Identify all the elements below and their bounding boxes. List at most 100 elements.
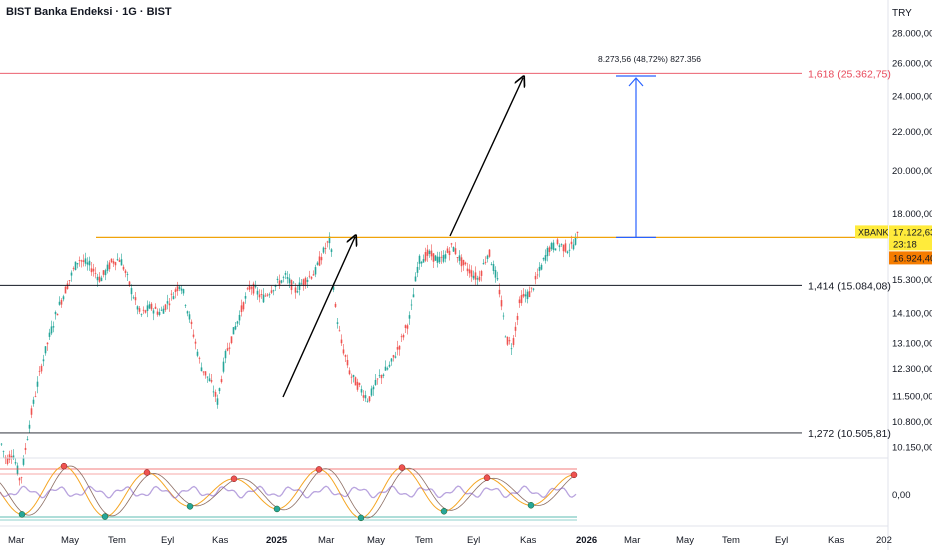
candle-body xyxy=(26,439,29,441)
candle-body xyxy=(64,286,67,294)
candle-body xyxy=(250,287,253,289)
candle-body xyxy=(18,478,21,481)
candle-body xyxy=(158,312,161,315)
x-tick-label: Eyl xyxy=(775,535,788,546)
candle-body xyxy=(534,275,537,280)
candle-body xyxy=(106,264,109,271)
candle-body xyxy=(220,379,223,383)
candle-body xyxy=(146,305,149,311)
candle-body xyxy=(342,349,345,354)
candle-body xyxy=(258,294,261,298)
candle-body xyxy=(354,377,357,386)
candle-body xyxy=(96,276,99,281)
candle-body xyxy=(524,294,527,297)
candle-body xyxy=(444,254,447,259)
candle-body xyxy=(522,293,525,297)
fib-level-label: 1,618 (25.362,75) xyxy=(808,68,891,80)
candle-body xyxy=(408,315,411,319)
y-tick-label: 28.000,00 xyxy=(892,29,932,40)
candle-body xyxy=(86,262,89,265)
y-tick-label: 10.800,00 xyxy=(892,417,932,428)
candle-body xyxy=(456,257,459,259)
candle-body xyxy=(84,258,87,264)
candle-body xyxy=(502,315,505,317)
candle-body xyxy=(560,244,563,245)
candle-body xyxy=(184,305,187,306)
candle-body xyxy=(2,450,5,452)
candle-body xyxy=(12,455,15,459)
candle-body xyxy=(490,264,493,266)
candle-body xyxy=(340,339,343,344)
x-tick-label: Mar xyxy=(624,535,640,546)
candle-body xyxy=(398,345,401,350)
x-tick-label: Kas xyxy=(520,535,537,546)
candle-body xyxy=(322,247,325,253)
candle-body xyxy=(50,326,53,334)
candle-body xyxy=(300,283,303,285)
candle-body xyxy=(80,260,83,262)
candle-body xyxy=(436,256,439,263)
candle-body xyxy=(318,256,321,266)
candle-body xyxy=(404,325,407,329)
candle-body xyxy=(416,266,419,273)
symbol-name: XBANK xyxy=(858,227,889,237)
candle-body xyxy=(568,249,571,251)
candle-body xyxy=(356,381,359,390)
candle-body xyxy=(198,357,201,359)
y-tick-label: 12.300,00 xyxy=(892,364,932,375)
candle-body xyxy=(494,270,497,278)
candle-body xyxy=(194,341,197,344)
x-tick-label: Eyl xyxy=(161,535,174,546)
candle-body xyxy=(488,249,491,257)
measure-label: 8.273,56 (48,72%) 827.356 xyxy=(598,54,701,64)
y-tick-label: 24.000,00 xyxy=(892,91,932,102)
candle-body xyxy=(512,338,515,345)
candle-body xyxy=(344,355,347,357)
candle-body xyxy=(542,258,545,260)
candle-body xyxy=(150,303,153,310)
candle-body xyxy=(412,294,415,298)
candle-body xyxy=(486,255,489,259)
osc-signal-dot xyxy=(398,464,406,471)
candle-body xyxy=(8,454,11,460)
candle-body xyxy=(248,285,251,290)
candle-body xyxy=(92,268,95,272)
candle-body xyxy=(28,424,31,429)
candle-body xyxy=(450,243,453,245)
candle-body xyxy=(172,296,175,300)
candle-body xyxy=(474,272,477,280)
candle-body xyxy=(186,311,189,314)
candle-body xyxy=(570,241,573,245)
candle-body xyxy=(132,297,135,299)
candles xyxy=(0,231,579,486)
candle-body xyxy=(130,288,133,295)
last-price: 16.924,40 xyxy=(893,253,932,264)
candle-body xyxy=(386,368,389,370)
candle-body xyxy=(532,288,535,290)
candle-body xyxy=(526,291,529,300)
candle-body xyxy=(406,325,409,329)
candle-body xyxy=(166,301,169,304)
x-tick-label: Kas xyxy=(212,535,229,546)
candle-body xyxy=(348,370,351,375)
candle-body xyxy=(126,274,129,275)
candle-body xyxy=(330,249,333,252)
candle-body xyxy=(124,270,127,274)
osc-line-slow xyxy=(0,465,577,519)
candle-body xyxy=(430,250,433,257)
candle-body xyxy=(544,255,547,261)
candle-body xyxy=(244,296,247,299)
candle-body xyxy=(466,268,469,272)
candle-body xyxy=(536,274,539,276)
candle-body xyxy=(472,275,475,279)
candle-body xyxy=(314,267,317,275)
candle-body xyxy=(214,392,217,397)
y-axis: 28.000,00 26.000,00 24.000,00 22.000,00 20.0… xyxy=(892,29,932,454)
candle-body xyxy=(440,256,443,258)
osc-signal-dot xyxy=(230,475,238,483)
candle-body xyxy=(174,289,177,293)
x-tick-label: May xyxy=(676,535,694,546)
last-price-tag xyxy=(889,251,932,265)
